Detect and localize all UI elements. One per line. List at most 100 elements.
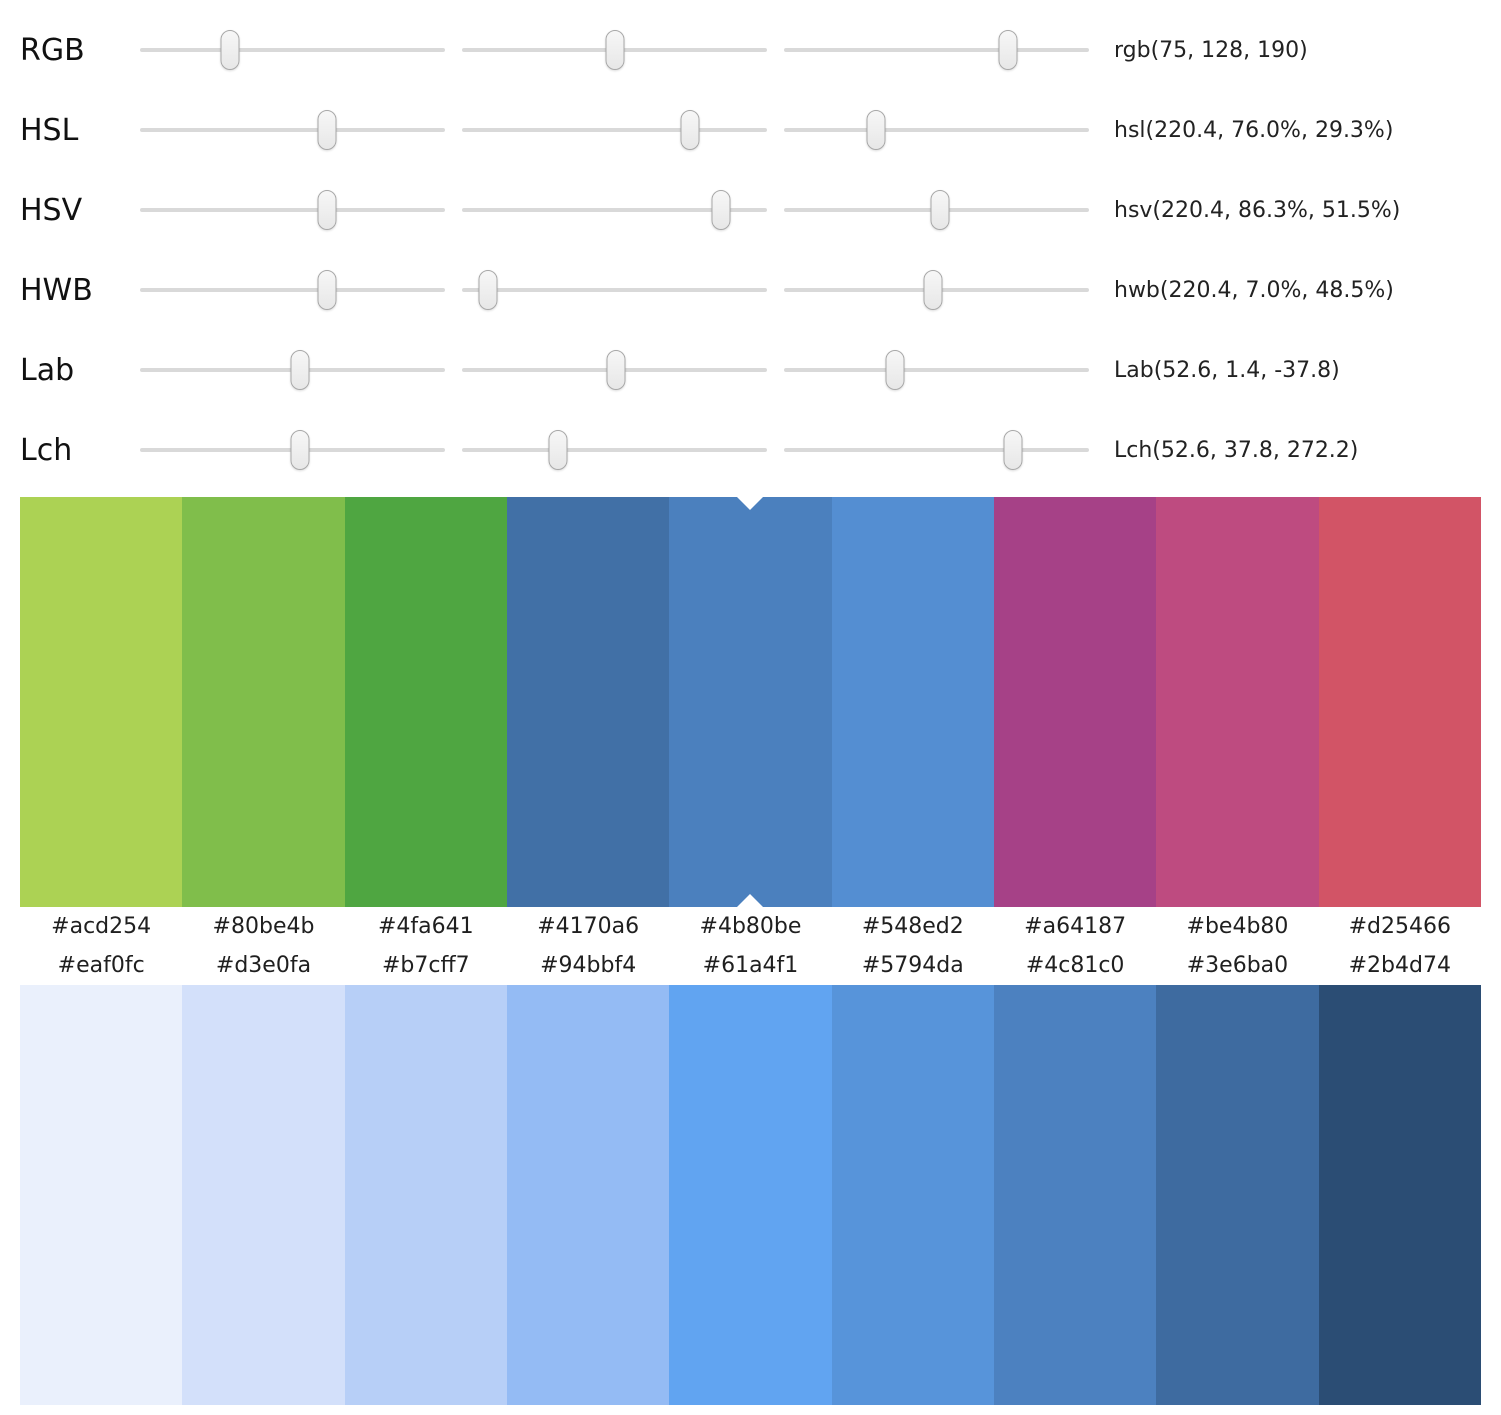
lab-a-slider[interactable]: [462, 348, 767, 392]
hex-label: #94bbf4: [540, 953, 637, 978]
hex-label: #61a4f1: [702, 953, 799, 978]
hsl-lightness-slider[interactable]: [784, 108, 1089, 152]
shade-swatch[interactable]: [344, 985, 507, 1405]
shade-swatch[interactable]: [182, 985, 345, 1405]
hue-swatch[interactable]: [831, 497, 994, 907]
slider-thumb[interactable]: [317, 270, 337, 310]
lab-b-slider[interactable]: [784, 348, 1089, 392]
slider-row-label: RGB: [20, 32, 85, 68]
slider-thumb[interactable]: [606, 350, 626, 390]
hue-palette-labels: #acd254 #80be4b #4fa641 #4170a6 #4b80be …: [20, 907, 1481, 946]
hue-swatch[interactable]: [1156, 497, 1319, 907]
hsl-saturation-slider[interactable]: [462, 108, 767, 152]
hwb-hue-slider[interactable]: [140, 268, 445, 312]
slider-row-label: HWB: [20, 272, 93, 308]
slider-thumb[interactable]: [220, 30, 240, 70]
color-slider-panel: RGB rgb(75, 128, 190) HSL hsl(220.4, 76.…: [0, 0, 1501, 490]
hsl-hue-slider[interactable]: [140, 108, 445, 152]
hex-label: #3e6ba0: [1186, 953, 1289, 978]
lch-value-text: Lch(52.6, 37.8, 272.2): [1114, 437, 1359, 463]
slider-row-hsl: HSL hsl(220.4, 76.0%, 29.3%): [0, 90, 1501, 170]
lch-c-slider[interactable]: [462, 428, 767, 472]
hex-label: #80be4b: [212, 914, 315, 939]
rgb-blue-slider[interactable]: [784, 28, 1089, 72]
slider-thumb[interactable]: [317, 110, 337, 150]
slider-row-label: HSV: [20, 192, 83, 228]
slider-thumb[interactable]: [478, 270, 498, 310]
slider-tracks: [140, 188, 1089, 232]
slider-tracks: [140, 28, 1089, 72]
hue-swatch[interactable]: [506, 497, 670, 907]
hsv-hue-slider[interactable]: [140, 188, 445, 232]
lch-l-slider[interactable]: [140, 428, 445, 472]
slider-thumb[interactable]: [923, 270, 943, 310]
hex-label: #4b80be: [699, 914, 802, 939]
slider-thumb[interactable]: [930, 190, 950, 230]
slider-thumb[interactable]: [290, 350, 310, 390]
lab-l-slider[interactable]: [140, 348, 445, 392]
hwb-value-text: hwb(220.4, 7.0%, 48.5%): [1114, 277, 1394, 303]
hex-label: #acd254: [51, 914, 152, 939]
slider-row-lch: Lch Lch(52.6, 37.8, 272.2): [0, 410, 1501, 490]
hex-label: #a64187: [1024, 914, 1127, 939]
rgb-green-slider[interactable]: [462, 28, 767, 72]
shade-swatch[interactable]: [20, 985, 183, 1405]
slider-thumb[interactable]: [605, 30, 625, 70]
slider-thumb[interactable]: [885, 350, 905, 390]
hsv-value-text: hsv(220.4, 86.3%, 51.5%): [1114, 197, 1401, 223]
rgb-red-slider[interactable]: [140, 28, 445, 72]
shade-swatch[interactable]: [993, 985, 1157, 1405]
rgb-value-text: rgb(75, 128, 190): [1114, 37, 1308, 63]
slider-row-label: HSL: [20, 112, 79, 148]
shade-swatch[interactable]: [669, 985, 832, 1405]
hue-swatch-selected[interactable]: [669, 497, 832, 907]
slider-thumb[interactable]: [317, 190, 337, 230]
lch-h-slider[interactable]: [784, 428, 1089, 472]
hwb-whiteness-slider[interactable]: [462, 268, 767, 312]
hex-label: #4fa641: [377, 914, 474, 939]
hue-swatch[interactable]: [344, 497, 507, 907]
slider-thumb[interactable]: [866, 110, 885, 150]
hue-swatch[interactable]: [1318, 497, 1481, 907]
shade-swatch[interactable]: [1318, 985, 1481, 1405]
hsv-saturation-slider[interactable]: [462, 188, 767, 232]
slider-tracks: [140, 268, 1089, 312]
hue-swatch[interactable]: [20, 497, 183, 907]
hue-swatch[interactable]: [182, 497, 345, 907]
selected-notch-top-icon: [737, 497, 764, 510]
hex-label: #d25466: [1348, 914, 1451, 939]
shade-swatch[interactable]: [1156, 985, 1319, 1405]
hwb-blackness-slider[interactable]: [784, 268, 1089, 312]
lab-value-text: Lab(52.6, 1.4, -37.8): [1114, 357, 1340, 383]
slider-thumb[interactable]: [290, 430, 310, 470]
slider-thumb[interactable]: [680, 110, 700, 150]
shade-swatch[interactable]: [506, 985, 670, 1405]
slider-thumb[interactable]: [998, 30, 1018, 70]
slider-tracks: [140, 108, 1089, 152]
hex-label: #eaf0fc: [57, 953, 145, 978]
slider-tracks: [140, 428, 1089, 472]
slider-row-rgb: RGB rgb(75, 128, 190): [0, 10, 1501, 90]
hex-label: #be4b80: [1186, 914, 1289, 939]
hsv-value-slider[interactable]: [784, 188, 1089, 232]
hex-label: #5794da: [861, 953, 964, 978]
shade-palette: [20, 985, 1481, 1405]
slider-row-hwb: HWB hwb(220.4, 7.0%, 48.5%): [0, 250, 1501, 330]
hex-label: #548ed2: [861, 914, 964, 939]
hex-label: #4c81c0: [1025, 953, 1125, 978]
hex-label: #d3e0fa: [215, 953, 312, 978]
slider-thumb[interactable]: [711, 190, 731, 230]
slider-thumb[interactable]: [548, 430, 568, 470]
hue-swatch[interactable]: [993, 497, 1157, 907]
hex-label: #4170a6: [537, 914, 640, 939]
slider-tracks: [140, 348, 1089, 392]
hex-label: #b7cff7: [381, 953, 470, 978]
slider-row-lab: Lab Lab(52.6, 1.4, -37.8): [0, 330, 1501, 410]
slider-thumb[interactable]: [1003, 430, 1023, 470]
shade-palette-labels: #eaf0fc #d3e0fa #b7cff7 #94bbf4 #61a4f1 …: [20, 946, 1481, 985]
shade-swatch[interactable]: [831, 985, 994, 1405]
slider-row-label: Lch: [20, 432, 73, 468]
hex-label: #2b4d74: [1348, 953, 1451, 978]
slider-row-hsv: HSV hsv(220.4, 86.3%, 51.5%): [0, 170, 1501, 250]
hue-palette: [20, 497, 1481, 907]
